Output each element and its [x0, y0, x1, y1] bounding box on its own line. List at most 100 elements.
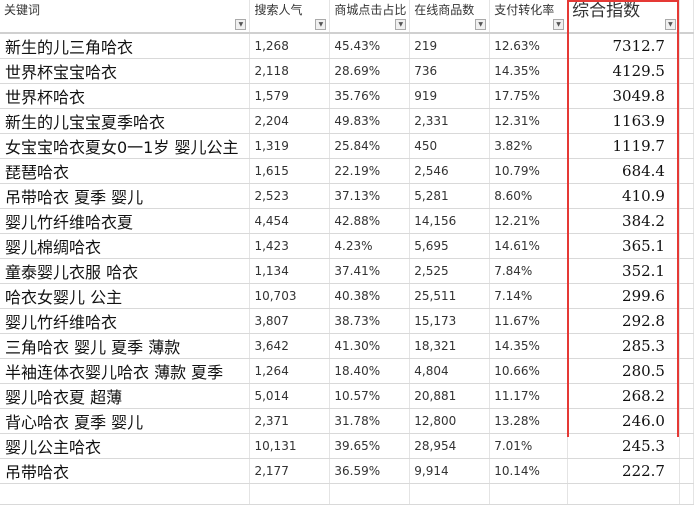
- online-items-cell[interactable]: 5,281: [409, 183, 491, 209]
- empty-cell[interactable]: [679, 58, 694, 84]
- mall-click-ratio-cell[interactable]: 4.23%: [329, 233, 411, 259]
- mall-click-ratio-cell[interactable]: 38.73%: [329, 308, 411, 334]
- filter-dropdown-icon[interactable]: ▼: [475, 19, 487, 30]
- online-items-cell[interactable]: 15,173: [409, 308, 491, 334]
- empty-cell[interactable]: [0, 483, 251, 505]
- online-items-cell[interactable]: 2,331: [409, 108, 491, 134]
- search-popularity-cell[interactable]: 1,319: [249, 133, 331, 159]
- mall-click-ratio-cell[interactable]: 37.13%: [329, 183, 411, 209]
- empty-cell[interactable]: [679, 308, 694, 334]
- conversion-rate-cell[interactable]: 12.63%: [489, 33, 569, 59]
- composite-index-cell[interactable]: 268.2: [567, 383, 680, 409]
- empty-cell[interactable]: [679, 33, 694, 59]
- empty-cell[interactable]: [679, 433, 694, 459]
- search-popularity-cell[interactable]: 2,204: [249, 108, 331, 134]
- keyword-cell[interactable]: 三角哈衣 婴儿 夏季 薄款: [0, 333, 251, 359]
- empty-cell[interactable]: [489, 483, 569, 505]
- composite-index-cell[interactable]: 1119.7: [567, 133, 680, 159]
- mall-click-ratio-cell[interactable]: 37.41%: [329, 258, 411, 284]
- conversion-rate-cell[interactable]: 7.14%: [489, 283, 569, 309]
- search-popularity-cell[interactable]: 2,371: [249, 408, 331, 434]
- online-items-cell[interactable]: 9,914: [409, 458, 491, 484]
- online-items-cell[interactable]: 4,804: [409, 358, 491, 384]
- online-items-cell[interactable]: 736: [409, 58, 491, 84]
- empty-cell[interactable]: [679, 83, 694, 109]
- keyword-cell[interactable]: 婴儿竹纤维哈衣: [0, 308, 251, 334]
- conversion-rate-cell[interactable]: 14.61%: [489, 233, 569, 259]
- conversion-rate-cell[interactable]: 10.66%: [489, 358, 569, 384]
- mall-click-ratio-cell[interactable]: 42.88%: [329, 208, 411, 234]
- composite-index-cell[interactable]: 4129.5: [567, 58, 680, 84]
- empty-cell[interactable]: [679, 108, 694, 134]
- search-popularity-cell[interactable]: 1,268: [249, 33, 331, 59]
- mall-click-ratio-cell[interactable]: 41.30%: [329, 333, 411, 359]
- conversion-rate-cell[interactable]: 7.01%: [489, 433, 569, 459]
- online-items-cell[interactable]: 14,156: [409, 208, 491, 234]
- conversion-rate-cell[interactable]: 10.79%: [489, 158, 569, 184]
- composite-index-cell[interactable]: 3049.8: [567, 83, 680, 109]
- composite-index-cell[interactable]: 299.6: [567, 283, 680, 309]
- keyword-cell[interactable]: 婴儿公主哈衣: [0, 433, 251, 459]
- filter-dropdown-icon[interactable]: ▼: [395, 19, 407, 30]
- composite-index-cell[interactable]: 222.7: [567, 458, 680, 484]
- search-popularity-cell[interactable]: 1,579: [249, 83, 331, 109]
- conversion-rate-cell[interactable]: 17.75%: [489, 83, 569, 109]
- conversion-rate-cell[interactable]: 8.60%: [489, 183, 569, 209]
- keyword-cell[interactable]: 新生的儿三角哈衣: [0, 33, 251, 59]
- keyword-cell[interactable]: 吊带哈衣 夏季 婴儿: [0, 183, 251, 209]
- keyword-cell[interactable]: 女宝宝哈衣夏女0一1岁 婴儿公主: [0, 133, 251, 159]
- mall-click-ratio-cell[interactable]: 35.76%: [329, 83, 411, 109]
- search-popularity-cell[interactable]: 4,454: [249, 208, 331, 234]
- keyword-cell[interactable]: 吊带哈衣: [0, 458, 251, 484]
- mall-click-ratio-cell[interactable]: 25.84%: [329, 133, 411, 159]
- composite-index-cell[interactable]: 365.1: [567, 233, 680, 259]
- keyword-cell[interactable]: 背心哈衣 夏季 婴儿: [0, 408, 251, 434]
- mall-click-ratio-cell[interactable]: 45.43%: [329, 33, 411, 59]
- search-popularity-cell[interactable]: 1,615: [249, 158, 331, 184]
- composite-index-cell[interactable]: 285.3: [567, 333, 680, 359]
- composite-index-cell[interactable]: 384.2: [567, 208, 680, 234]
- online-items-cell[interactable]: 12,800: [409, 408, 491, 434]
- composite-index-cell[interactable]: 352.1: [567, 258, 680, 284]
- empty-cell[interactable]: [679, 258, 694, 284]
- search-popularity-cell[interactable]: 2,118: [249, 58, 331, 84]
- online-items-cell[interactable]: 219: [409, 33, 491, 59]
- conversion-rate-cell[interactable]: 14.35%: [489, 58, 569, 84]
- mall-click-ratio-cell[interactable]: 18.40%: [329, 358, 411, 384]
- online-items-cell[interactable]: 2,525: [409, 258, 491, 284]
- conversion-rate-cell[interactable]: 14.35%: [489, 333, 569, 359]
- composite-index-cell[interactable]: 1163.9: [567, 108, 680, 134]
- empty-cell[interactable]: [679, 483, 694, 505]
- mall-click-ratio-cell[interactable]: 31.78%: [329, 408, 411, 434]
- empty-cell[interactable]: [679, 208, 694, 234]
- search-popularity-cell[interactable]: 3,807: [249, 308, 331, 334]
- filter-dropdown-icon[interactable]: ▼: [664, 19, 676, 30]
- online-items-cell[interactable]: 20,881: [409, 383, 491, 409]
- mall-click-ratio-cell[interactable]: 22.19%: [329, 158, 411, 184]
- search-popularity-cell[interactable]: 2,523: [249, 183, 331, 209]
- filter-dropdown-icon[interactable]: ▼: [235, 19, 247, 30]
- search-popularity-cell[interactable]: 1,264: [249, 358, 331, 384]
- conversion-rate-cell[interactable]: 13.28%: [489, 408, 569, 434]
- search-popularity-cell[interactable]: 10,131: [249, 433, 331, 459]
- empty-cell[interactable]: [679, 283, 694, 309]
- composite-index-cell[interactable]: 245.3: [567, 433, 680, 459]
- online-items-cell[interactable]: 28,954: [409, 433, 491, 459]
- online-items-cell[interactable]: 2,546: [409, 158, 491, 184]
- conversion-rate-cell[interactable]: 3.82%: [489, 133, 569, 159]
- mall-click-ratio-cell[interactable]: 40.38%: [329, 283, 411, 309]
- search-popularity-cell[interactable]: 10,703: [249, 283, 331, 309]
- composite-index-cell[interactable]: 280.5: [567, 358, 680, 384]
- filter-dropdown-icon[interactable]: ▼: [315, 19, 327, 30]
- composite-index-cell[interactable]: 292.8: [567, 308, 680, 334]
- keyword-cell[interactable]: 婴儿竹纤维哈衣夏: [0, 208, 251, 234]
- search-popularity-cell[interactable]: 1,134: [249, 258, 331, 284]
- empty-cell[interactable]: [679, 183, 694, 209]
- composite-index-cell[interactable]: 246.0: [567, 408, 680, 434]
- conversion-rate-cell[interactable]: 11.67%: [489, 308, 569, 334]
- keyword-cell[interactable]: 琵琶哈衣: [0, 158, 251, 184]
- empty-cell[interactable]: [679, 333, 694, 359]
- conversion-rate-cell[interactable]: 12.21%: [489, 208, 569, 234]
- empty-cell[interactable]: [409, 483, 491, 505]
- keyword-cell[interactable]: 哈衣女婴儿 公主: [0, 283, 251, 309]
